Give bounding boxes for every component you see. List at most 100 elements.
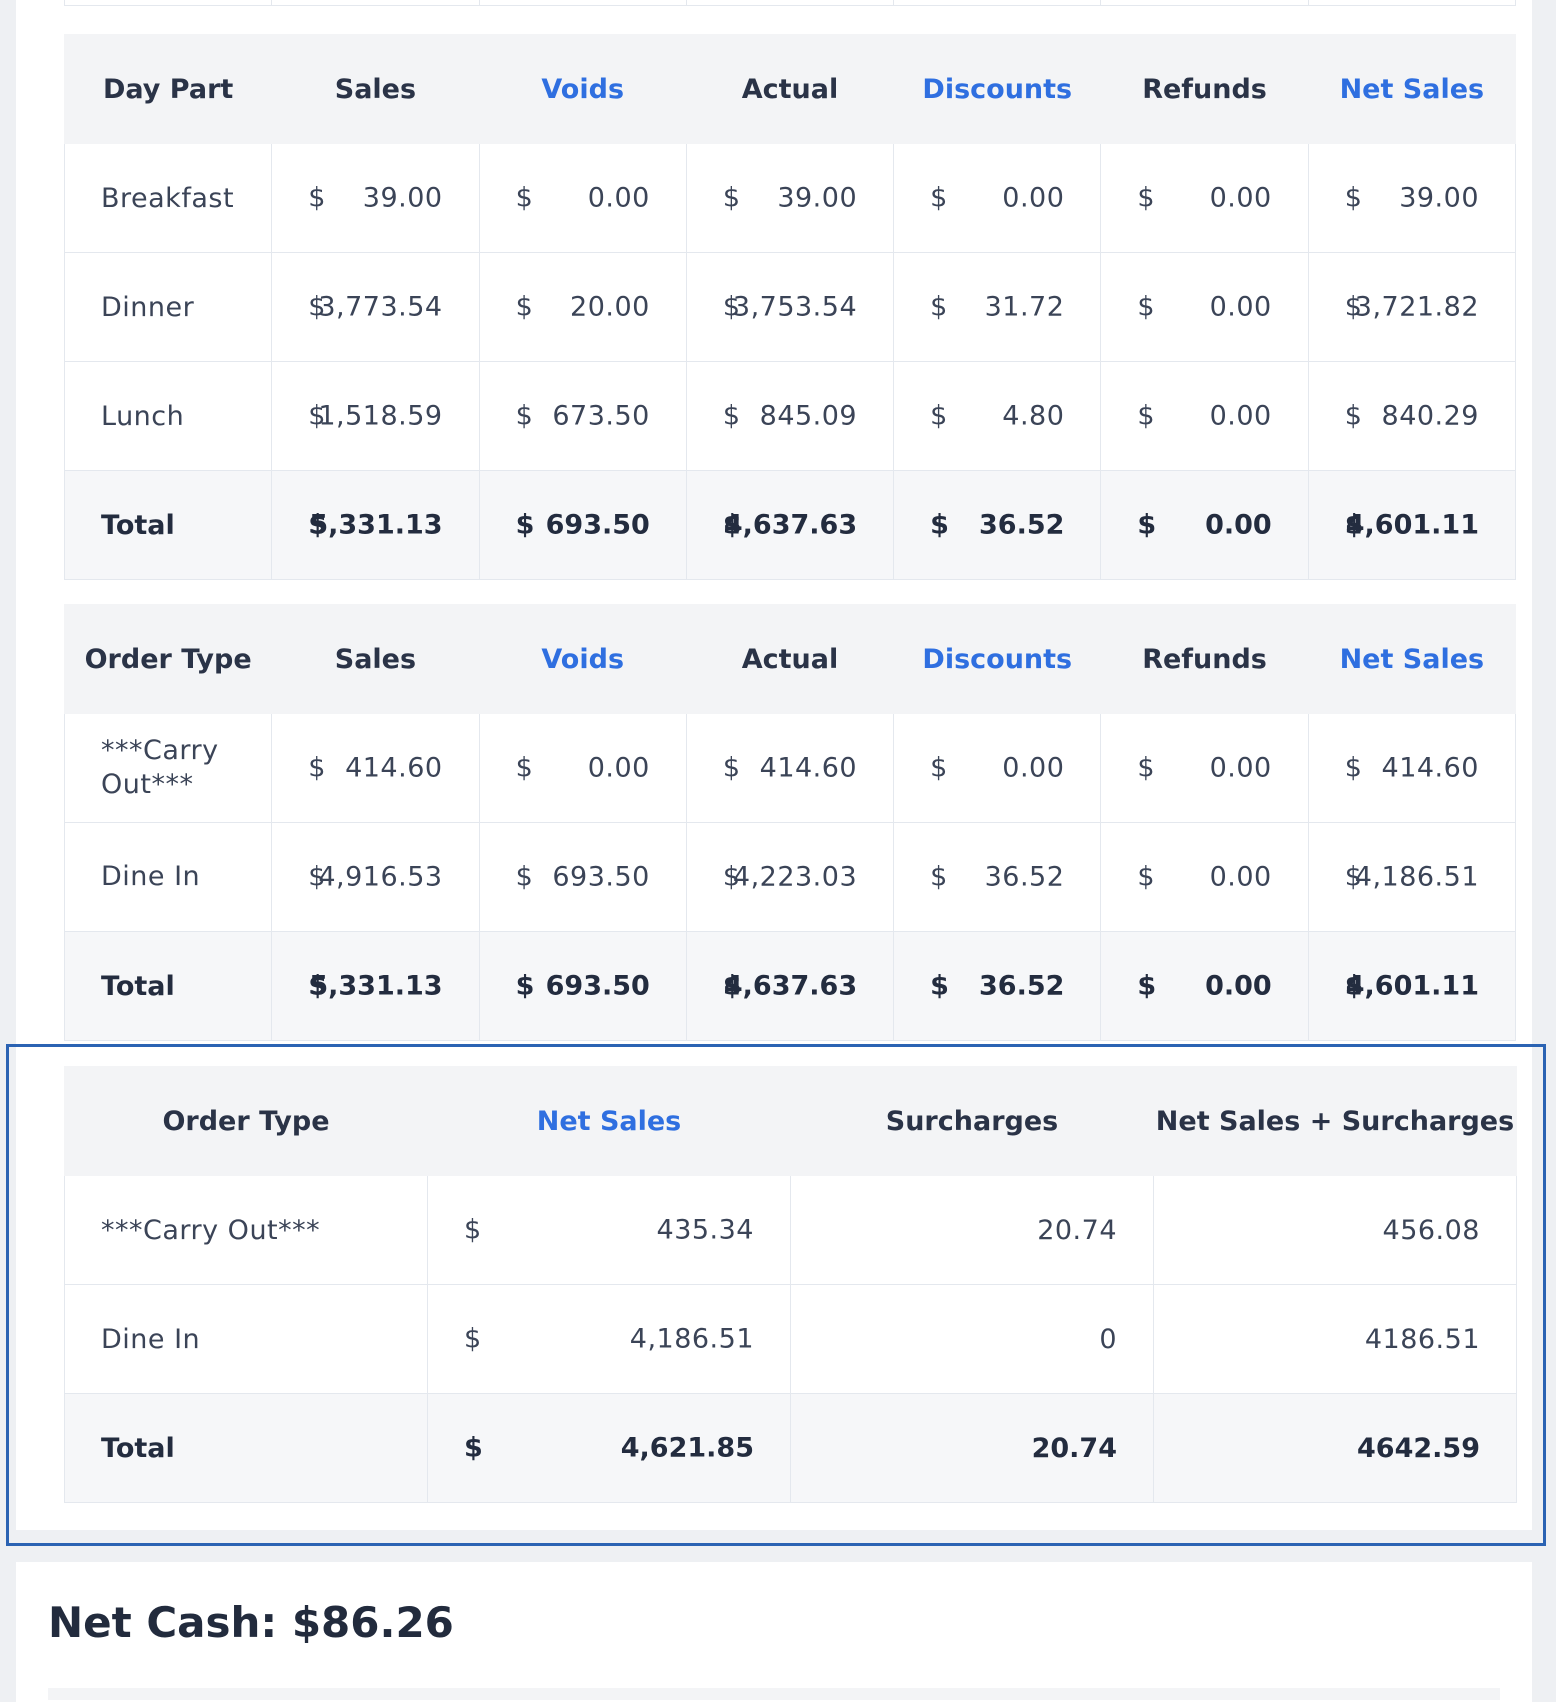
- column-header-net-sales-link[interactable]: Net Sales: [1307, 604, 1517, 714]
- money-cell: $31.72: [893, 252, 1102, 362]
- money-cell: $36.52: [893, 822, 1102, 932]
- total-row: Total $ 4,621.85 20.74 4642.59: [64, 1393, 1517, 1503]
- money-cell: $845.09: [685, 361, 895, 471]
- row-label: Total: [63, 470, 273, 580]
- amount-value: 414.60: [345, 752, 443, 784]
- currency-symbol: $: [930, 291, 948, 323]
- total-row: Total $5,331.13 $693.50 $4,637.63 $36.52 $0.0…: [63, 470, 1517, 580]
- column-header-net-sales-plus-surcharges: Net Sales + Surcharges: [1153, 1066, 1517, 1176]
- money-cell: $5,331.13: [271, 931, 480, 1041]
- table-row: ***Carry Out*** $ 435.34 20.74 456.08: [64, 1175, 1517, 1285]
- currency-symbol: $: [930, 970, 949, 1002]
- amount-value: 4.80: [1002, 400, 1065, 432]
- amount-value: 0.00: [1209, 400, 1272, 432]
- money-cell: $3,721.82: [1307, 252, 1517, 362]
- money-cell: $3,753.54: [685, 252, 895, 362]
- amount-value: 3,721.82: [1354, 291, 1479, 323]
- row-label: ***Carry Out***: [64, 1175, 428, 1285]
- money-cell: $0.00: [1100, 252, 1309, 362]
- money-cell: $4,223.03: [685, 822, 895, 932]
- currency-symbol: $: [930, 861, 948, 893]
- amount-value: 414.60: [1381, 752, 1479, 784]
- column-header-discounts-link[interactable]: Discounts: [893, 34, 1102, 144]
- amount-value: 693.50: [545, 970, 650, 1002]
- currency-symbol: $: [722, 861, 741, 893]
- column-header-order-type: Order Type: [64, 1066, 428, 1176]
- currency-symbol: $: [464, 1214, 482, 1246]
- currency-symbol: $: [515, 291, 534, 323]
- column-header-voids-link[interactable]: Voids: [478, 604, 687, 714]
- money-cell: $0.00: [1100, 713, 1309, 823]
- amount-value: 0.00: [1209, 752, 1272, 784]
- amount-value: 0.00: [1205, 509, 1272, 541]
- surcharges-value: 0: [790, 1284, 1154, 1394]
- money-cell: $0.00: [1100, 470, 1309, 580]
- amount-value: 0.00: [1209, 291, 1272, 323]
- column-header-voids-link[interactable]: Voids: [478, 34, 687, 144]
- amount-value: 0.00: [587, 182, 650, 214]
- row-label: Dinner: [63, 252, 273, 362]
- amount-value: 39.00: [362, 182, 443, 214]
- column-header-net-sales-link[interactable]: Net Sales: [427, 1066, 791, 1176]
- net-sales-value: 4,621.85: [620, 1432, 754, 1464]
- money-cell: $0.00: [1100, 822, 1309, 932]
- money-cell: $693.50: [478, 931, 687, 1041]
- column-header-discounts-link[interactable]: Discounts: [893, 604, 1102, 714]
- amount-value: 0.00: [1002, 752, 1065, 784]
- currency-symbol: $: [1137, 509, 1157, 541]
- column-header-net-sales-link[interactable]: Net Sales: [1307, 34, 1517, 144]
- amount-value: 5,331.13: [309, 509, 443, 541]
- currency-symbol: $: [308, 861, 326, 893]
- table-row: Breakfast $39.00 $0.00 $39.00 $0.00 $0.00 $39.…: [63, 143, 1517, 253]
- currency-symbol: $: [1137, 291, 1156, 323]
- money-cell: $36.52: [893, 931, 1102, 1041]
- column-header-actual: Actual: [685, 604, 895, 714]
- currency-symbol: $: [1137, 970, 1157, 1002]
- currency-symbol: $: [722, 291, 741, 323]
- money-cell: $3,773.54: [271, 252, 480, 362]
- currency-symbol: $: [1344, 752, 1363, 784]
- amount-value: 693.50: [552, 861, 650, 893]
- currency-symbol: $: [930, 752, 948, 784]
- previous-table-strip: [63, 0, 1517, 6]
- row-label: Lunch: [63, 361, 273, 471]
- money-cell: $840.29: [1307, 361, 1517, 471]
- currency-symbol: $: [930, 182, 948, 214]
- money-cell: $5,331.13: [271, 470, 480, 580]
- column-header-sales: Sales: [271, 604, 480, 714]
- amount-value: 39.00: [777, 182, 858, 214]
- money-cell: $4.80: [893, 361, 1102, 471]
- currency-symbol: $: [515, 400, 534, 432]
- table-row: Dine In $ 4,186.51 0 4186.51: [64, 1284, 1517, 1394]
- currency-symbol: $: [308, 752, 326, 784]
- column-header-sales: Sales: [271, 34, 480, 144]
- currency-symbol: $: [515, 752, 534, 784]
- amount-value: 36.52: [984, 861, 1065, 893]
- amount-value: 0.00: [587, 752, 650, 784]
- money-cell: $0.00: [1100, 361, 1309, 471]
- money-cell: $693.50: [478, 822, 687, 932]
- currency-symbol: $: [1137, 182, 1156, 214]
- day-part-sales-table: Day Part Sales Voids Actual Discounts Re…: [63, 34, 1517, 580]
- currency-symbol: $: [1344, 291, 1363, 323]
- table-header-row: Day Part Sales Voids Actual Discounts Re…: [63, 34, 1517, 144]
- surcharges-table: Order Type Net Sales Surcharges Net Sale…: [64, 1066, 1517, 1503]
- currency-symbol: $: [722, 752, 741, 784]
- next-table-strip: [48, 1688, 1500, 1700]
- amount-value: 673.50: [552, 400, 650, 432]
- column-header-order-type: Order Type: [63, 604, 273, 714]
- net-sales-value: 4,186.51: [629, 1323, 754, 1355]
- net-sales-cell: $ 4,186.51: [427, 1284, 791, 1394]
- amount-value: 36.52: [979, 970, 1065, 1002]
- money-cell: $4,601.11: [1307, 470, 1517, 580]
- currency-symbol: $: [515, 509, 535, 541]
- currency-symbol: $: [722, 970, 742, 1002]
- row-label: Total: [63, 931, 273, 1041]
- amount-value: 5,331.13: [309, 970, 443, 1002]
- currency-symbol: $: [308, 400, 326, 432]
- amount-value: 0.00: [1002, 182, 1065, 214]
- currency-symbol: $: [308, 182, 326, 214]
- currency-symbol: $: [464, 1432, 483, 1464]
- net-cash-card: [16, 1562, 1532, 1702]
- currency-symbol: $: [515, 182, 534, 214]
